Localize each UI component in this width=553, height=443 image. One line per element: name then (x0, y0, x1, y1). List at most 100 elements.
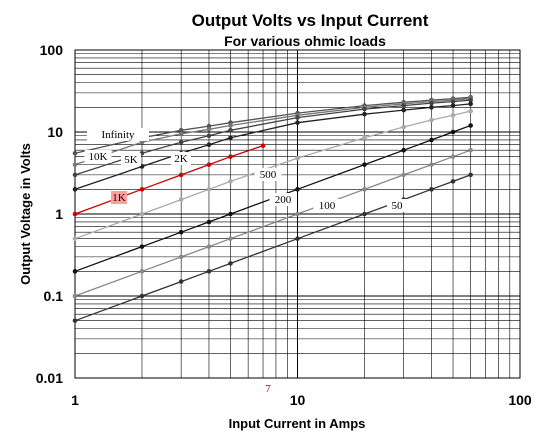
data-point-50 (72, 318, 78, 323)
series-label-200: 200 (275, 194, 292, 206)
data-point-5k (178, 139, 184, 145)
data-point-infinity (206, 123, 212, 129)
series-1k (72, 143, 266, 217)
data-point-50 (468, 172, 473, 178)
data-point-50 (295, 236, 300, 241)
data-point-100 (295, 211, 300, 217)
series-label-bg-2k (171, 152, 191, 165)
data-point-50 (206, 269, 212, 274)
data-point-500 (72, 236, 78, 241)
data-point-infinity (72, 150, 78, 156)
annotation-label: 7 (265, 383, 271, 395)
data-point-1k (139, 187, 145, 192)
series-label-bg-10k (84, 150, 112, 163)
data-point-100 (362, 187, 367, 192)
series-label-bg-100 (313, 199, 341, 212)
data-point-50 (228, 261, 233, 266)
data-point-200 (178, 229, 184, 235)
data-point-infinity (178, 127, 184, 133)
data-point-10k (228, 123, 233, 128)
data-point-100 (139, 269, 145, 274)
series-label-500: 500 (260, 169, 277, 181)
x-tick-label: 1 (71, 392, 79, 408)
data-point-100 (450, 154, 456, 159)
data-point-2k (450, 103, 456, 108)
data-point-200 (295, 187, 300, 192)
data-point-5k (429, 100, 434, 106)
data-point-200 (468, 123, 473, 128)
data-point-50 (450, 179, 456, 184)
data-point-100 (206, 244, 212, 249)
data-point-1k (178, 172, 184, 178)
data-point-500 (139, 211, 145, 217)
series-label-5k: 5K (124, 154, 138, 166)
data-point-2k (72, 187, 78, 192)
data-point-50 (429, 187, 434, 192)
data-point-2k (362, 111, 367, 117)
y-tick-label: 10 (47, 124, 63, 140)
data-point-50 (139, 293, 145, 299)
y-tick-label: 0.1 (44, 288, 64, 304)
data-point-5k (228, 127, 233, 133)
y-tick-label: 100 (40, 42, 64, 58)
series-label-bg-50 (387, 199, 407, 212)
series-labels: Infinity 10K 5K 2K 1K 500 200 100 50 (84, 128, 407, 212)
data-point-2k (468, 101, 473, 107)
data-point-1k (72, 211, 78, 217)
data-point-500 (206, 187, 212, 192)
data-point-500 (401, 124, 406, 130)
data-point-5k (295, 115, 300, 120)
chart-title: Output Volts vs Input Current (192, 11, 429, 30)
tick-labels: 0.01 0.1 1 10 100 1 10 100 (36, 42, 532, 408)
data-point-200 (429, 137, 434, 143)
data-point-10k (206, 126, 212, 132)
y-tick-label: 1 (55, 206, 63, 222)
data-point-100 (429, 162, 434, 167)
data-point-2k (228, 135, 233, 141)
data-point-5k (468, 97, 473, 103)
data-point-1k (206, 162, 212, 167)
data-point-100 (228, 236, 233, 241)
series-200 (72, 123, 473, 274)
data-point-2k (295, 120, 300, 125)
data-point-5k (72, 172, 78, 178)
data-point-5k (362, 106, 367, 112)
data-point-10k (72, 162, 78, 167)
x-tick-label: 100 (508, 392, 532, 408)
series-label-bg-1k (111, 191, 127, 204)
data-point-2k (401, 107, 406, 113)
x-tick-label: 10 (290, 392, 306, 408)
series-500 (72, 108, 473, 241)
data-point-500 (429, 117, 434, 123)
series-label-bg-5k (121, 153, 141, 166)
data-point-200 (139, 244, 145, 249)
data-point-100 (178, 254, 184, 260)
data-point-500 (450, 112, 456, 118)
series-label-50: 50 (392, 200, 404, 212)
x-axis-label: Input Current in Amps (229, 416, 366, 431)
y-axis-label: Output Voltage in Volts (18, 143, 33, 285)
data-point-100 (468, 147, 473, 153)
data-point-200 (206, 219, 212, 225)
data-point-10k (139, 139, 145, 145)
series-label-bg-200 (269, 193, 297, 206)
data-point-200 (401, 147, 406, 153)
chart-subtitle: For various ohmic loads (224, 33, 386, 49)
data-point-500 (362, 135, 367, 141)
series-label-10k: 10K (89, 151, 108, 163)
data-point-500 (228, 179, 233, 184)
data-point-5k (450, 99, 456, 104)
series-label-100: 100 (319, 200, 336, 212)
data-point-1k (228, 154, 233, 159)
data-point-200 (362, 162, 367, 167)
series-label-infinity: Infinity (102, 129, 135, 141)
data-point-100 (401, 172, 406, 178)
y-tick-label: 0.01 (36, 370, 63, 386)
series-50 (72, 172, 473, 323)
data-point-200 (228, 211, 233, 217)
data-point-5k (401, 103, 406, 108)
data-point-200 (450, 129, 456, 135)
data-point-100 (72, 293, 78, 299)
series-label-2k: 2K (174, 153, 188, 165)
